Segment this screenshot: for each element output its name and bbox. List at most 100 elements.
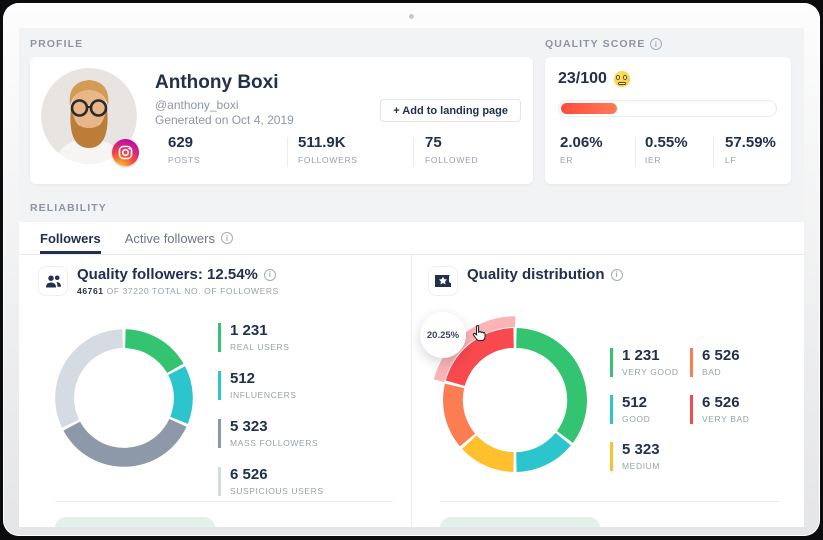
quality-followers-subtitle: 46761 OF 37220 TOTAL NO. OF FOLLOWERS [77, 286, 279, 296]
quality-score-value: 23/100 [558, 70, 630, 88]
grimacing-face-emoji-icon [614, 71, 630, 87]
legend-value: 6 526 [702, 348, 749, 363]
quality-distribution-card: Quality distribution i 20.25% [413, 255, 804, 527]
legend-item-good: 512 GOOD [610, 395, 679, 424]
users-icon [38, 266, 68, 296]
reliability-panel: Followers Active followers i [19, 222, 804, 527]
device-frame: PROFILE QUALITY SCORE i [0, 0, 823, 540]
ter-value: 0.55% [645, 134, 688, 151]
ter-label: tER [645, 155, 688, 165]
stat-divider [413, 137, 414, 167]
legend-item-suspicious-users: 6 526SUSPICIOUS USERS [218, 467, 324, 496]
award-badge-icon [428, 266, 458, 296]
avatar [41, 68, 137, 164]
legend-value: 512 [230, 371, 324, 386]
reliability-section-label-text: RELIABILITY [30, 202, 107, 214]
legend-item-influencers: 512 INFLUENCERS [218, 371, 324, 400]
donut-segment-mass-followers[interactable] [63, 419, 186, 467]
quality-followers-title-text: Quality followers: 12.54% [77, 266, 258, 283]
card-footer-divider [440, 501, 780, 502]
tab-followers[interactable]: Followers [40, 222, 101, 254]
donut-segment-suspicious-users[interactable] [55, 329, 123, 428]
legend-label: BAD [702, 367, 749, 377]
stat-divider [635, 137, 636, 167]
legend-label: VERY GOOD [622, 367, 679, 377]
add-to-landing-page-button[interactable]: + Add to landing page [380, 99, 521, 122]
lf-stat: 57.59% LF [725, 134, 776, 165]
donut-segment-medium[interactable] [462, 435, 514, 472]
profile-section-label-text: PROFILE [30, 38, 83, 50]
info-icon[interactable]: i [264, 269, 276, 281]
info-icon[interactable]: i [221, 232, 233, 244]
legend-label: MEDIUM [622, 461, 679, 471]
followers-stat: 511.9K FOLLOWERS [298, 134, 358, 165]
quality-score-section-label: QUALITY SCORE i [545, 38, 662, 50]
legend-value: 6 526 [702, 395, 749, 410]
quality-distribution-title: Quality distribution i [467, 266, 623, 283]
legend-item-real-users: 1 231 REAL USERS [218, 323, 324, 352]
donut-segment-real-users[interactable] [125, 329, 183, 373]
app-screen: PROFILE QUALITY SCORE i [19, 28, 804, 527]
posts-value: 629 [168, 134, 200, 151]
quality-followers-legend: 1 231 REAL USERS 512 INFLUENCERS 5 323MASS F… [218, 323, 324, 515]
reliability-section-label: RELIABILITY [30, 202, 107, 214]
followers-count-rest: OF 37220 TOTAL NO. OF FOLLOWERS [104, 286, 279, 296]
legend-label: VERY BAD [702, 414, 749, 424]
info-icon[interactable]: i [650, 38, 662, 50]
legend-item-medium: 5 323 MEDIUM [610, 442, 679, 471]
instagram-icon [112, 139, 139, 166]
tab-active-followers-label: Active followers [125, 231, 215, 246]
quality-distribution-header: Quality distribution i [428, 266, 623, 296]
legend-label: INFLUENCERS [230, 390, 324, 400]
stat-divider [287, 137, 288, 167]
legend-label: MASS FOLLOWERS [230, 438, 324, 448]
tab-active-followers[interactable]: Active followers i [125, 222, 233, 254]
posts-label: POSTS [168, 155, 200, 165]
legend-value: 5 323 [622, 442, 679, 457]
quality-score-text: 23/100 [558, 70, 607, 88]
donut-segment-influencers[interactable] [168, 366, 193, 424]
info-icon[interactable]: i [611, 269, 623, 281]
er-stat: 2.06% ER [560, 134, 603, 165]
profile-handle: @anthony_boxi [155, 98, 239, 112]
lf-label: LF [725, 155, 776, 165]
profile-section-label: PROFILE [30, 38, 83, 50]
lf-value: 57.59% [725, 134, 776, 151]
quality-distribution-legend-col1: 1 231 VERY GOOD 512 GOOD 5 323 MEDIUM [610, 348, 679, 489]
legend-value: 1 231 [230, 323, 324, 338]
quality-score-progressbar [558, 100, 777, 117]
donut-segment-good[interactable] [516, 433, 571, 472]
legend-label: REAL USERS [230, 342, 324, 352]
legend-item-mass-followers: 5 323MASS FOLLOWERS [218, 419, 324, 448]
legend-label: GOOD [622, 414, 679, 424]
stat-divider [713, 137, 714, 167]
ter-stat: 0.55% tER [645, 134, 688, 165]
followed-value: 75 [425, 134, 478, 151]
donut-segment-very-good[interactable] [516, 328, 587, 443]
er-value: 2.06% [560, 134, 603, 151]
quality-score-section-label-text: QUALITY SCORE [545, 38, 645, 50]
legend-value: 512 [622, 395, 679, 410]
tab-content: Quality followers: 12.54% i 46761 OF 372… [19, 255, 804, 527]
footer-button-cutoff[interactable] [440, 517, 600, 527]
card-footer-divider [55, 501, 393, 502]
tab-followers-label: Followers [40, 231, 101, 246]
followed-label: FOLLOWED [425, 155, 478, 165]
segment-tooltip: 20.25% [420, 312, 466, 358]
legend-value: 1 231 [622, 348, 679, 363]
quality-followers-header: Quality followers: 12.54% i 46761 OF 372… [38, 266, 279, 296]
hand-pointer-cursor-icon [472, 325, 487, 347]
legend-item-very-bad: 6 526 VERY BAD [690, 395, 749, 424]
followers-count-strong: 46761 [77, 286, 104, 296]
footer-button-cutoff[interactable] [55, 517, 215, 527]
profile-name: Anthony Boxi [155, 72, 279, 94]
followed-stat: 75 FOLLOWED [425, 134, 478, 165]
legend-value: 6 526 [230, 467, 324, 482]
quality-followers-donut-chart[interactable] [38, 312, 210, 484]
quality-distribution-title-text: Quality distribution [467, 266, 605, 283]
er-label: ER [560, 155, 603, 165]
quality-score-progress-fill [561, 103, 617, 114]
donut-segment-bad[interactable] [443, 384, 475, 447]
quality-followers-title: Quality followers: 12.54% i [77, 266, 279, 283]
legend-item-bad: 6 526 BAD [690, 348, 749, 377]
